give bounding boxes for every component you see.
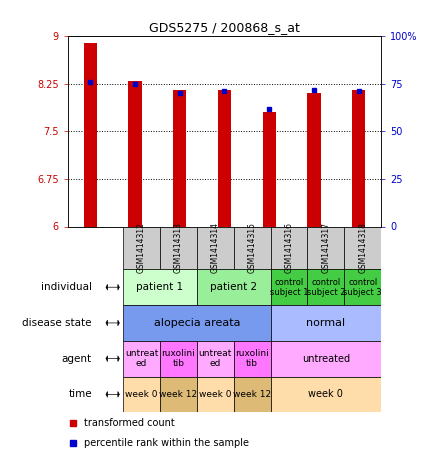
Text: GSM1414314: GSM1414314 (211, 222, 220, 274)
Bar (123, 270, 197, 305)
Bar (271, 270, 307, 305)
Text: agent: agent (62, 354, 92, 364)
Text: week 0: week 0 (199, 390, 232, 399)
Text: percentile rank within the sample: percentile rank within the sample (84, 438, 248, 448)
Bar (197, 226, 234, 270)
Bar (123, 376, 160, 412)
Bar (160, 341, 197, 376)
Bar (344, 270, 381, 305)
Bar (160, 376, 197, 412)
Bar (271, 305, 381, 341)
Bar (123, 226, 160, 270)
Bar (160, 226, 197, 270)
Text: GSM1414313: GSM1414313 (174, 222, 183, 274)
Text: GSM1414312: GSM1414312 (137, 222, 146, 273)
Bar (173, 90, 187, 226)
Text: untreat
ed: untreat ed (125, 349, 158, 368)
Bar (234, 376, 271, 412)
Text: individual: individual (41, 282, 92, 292)
Text: patient 1: patient 1 (136, 282, 184, 292)
Text: week 0: week 0 (308, 390, 343, 400)
Text: ruxolini
tib: ruxolini tib (235, 349, 269, 368)
Text: time: time (68, 390, 92, 400)
Text: week 12: week 12 (233, 390, 271, 399)
Bar (352, 90, 365, 226)
Bar (128, 81, 142, 226)
Bar (271, 341, 381, 376)
Bar (218, 90, 231, 226)
Bar (262, 112, 276, 226)
Text: GSM1414318: GSM1414318 (358, 222, 367, 273)
Title: GDS5275 / 200868_s_at: GDS5275 / 200868_s_at (149, 21, 300, 34)
Text: untreat
ed: untreat ed (198, 349, 232, 368)
Bar (197, 270, 271, 305)
Text: alopecia areata: alopecia areata (154, 318, 240, 328)
Bar (197, 341, 234, 376)
Text: week 12: week 12 (159, 390, 198, 399)
Text: week 0: week 0 (125, 390, 158, 399)
Text: control
subject 2: control subject 2 (307, 278, 345, 297)
Bar (271, 376, 381, 412)
Bar (307, 93, 321, 226)
Text: GSM1414316: GSM1414316 (284, 222, 293, 274)
Bar (344, 226, 381, 270)
Bar (271, 226, 307, 270)
Bar (84, 43, 97, 226)
Bar (234, 226, 271, 270)
Text: control
subject 3: control subject 3 (343, 278, 382, 297)
Bar (234, 341, 271, 376)
Bar (307, 270, 344, 305)
Text: normal: normal (306, 318, 345, 328)
Text: transformed count: transformed count (84, 418, 174, 428)
Bar (197, 376, 234, 412)
Bar (123, 341, 160, 376)
Text: ruxolini
tib: ruxolini tib (162, 349, 195, 368)
Text: disease state: disease state (22, 318, 92, 328)
Text: patient 2: patient 2 (210, 282, 257, 292)
Text: GSM1414315: GSM1414315 (247, 222, 257, 274)
Text: control
subject 1: control subject 1 (270, 278, 308, 297)
Bar (307, 226, 344, 270)
Bar (123, 305, 271, 341)
Text: untreated: untreated (302, 354, 350, 364)
Text: GSM1414317: GSM1414317 (321, 222, 330, 274)
